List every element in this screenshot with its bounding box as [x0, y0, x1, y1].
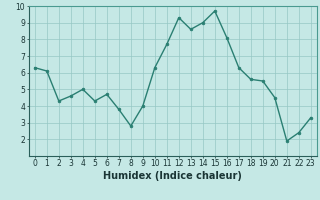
X-axis label: Humidex (Indice chaleur): Humidex (Indice chaleur)	[103, 171, 242, 181]
